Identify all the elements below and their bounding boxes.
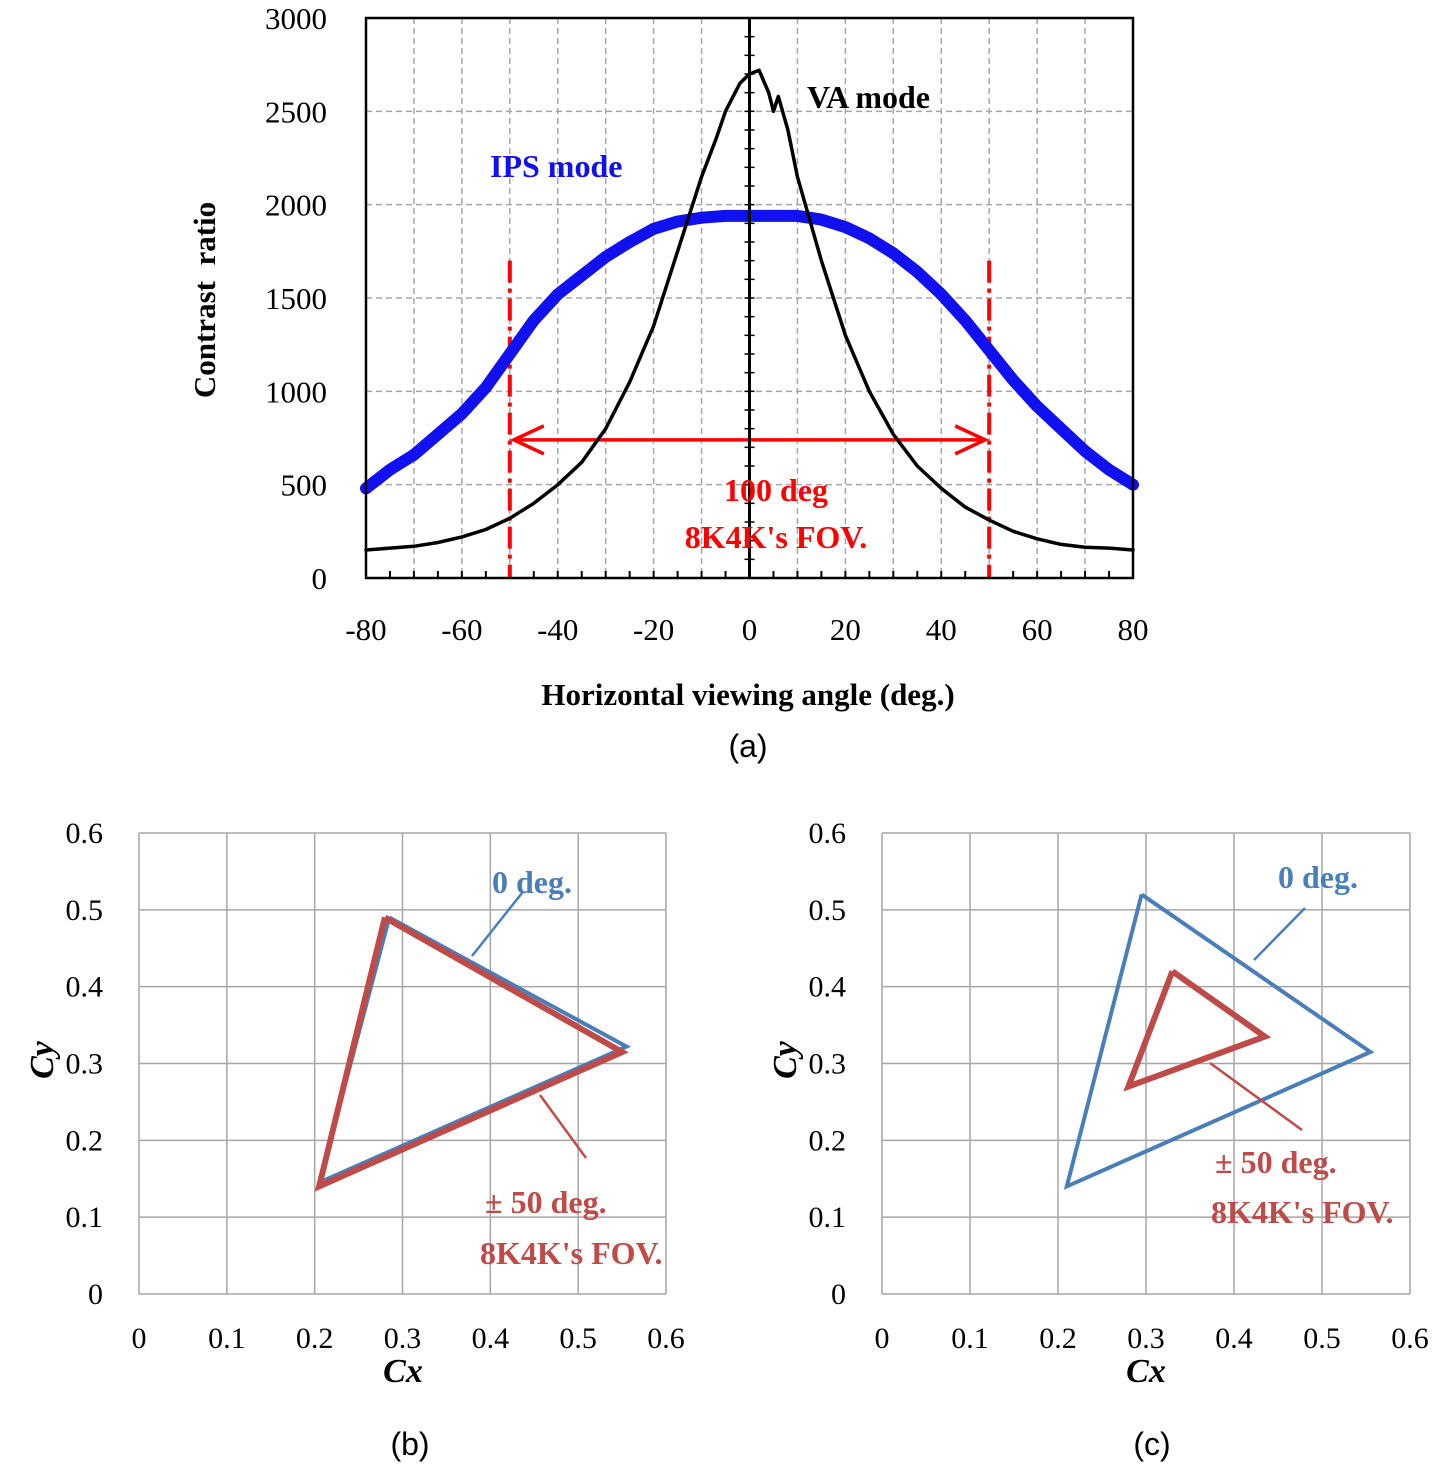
panel-c-leader-0deg [1253,907,1306,961]
c-tick-label-y: 0.5 [809,894,847,927]
panel-b-ylabel: Cy [24,1040,61,1079]
panel-a-ylabel: Contrast ratio [187,202,222,398]
b-tick-label-x: 0.3 [384,1322,422,1355]
panel-a-tick-labels: -80 -60 -40 -20 0 20 40 60 80 0 500 1000 1500 2000 250… [265,1,1149,647]
panel-c-xlabel: Cx [1126,1353,1166,1390]
va-mode-label: VA mode [807,79,930,115]
a-tick-label-y: 2000 [265,188,327,223]
a-tick-label-x: -40 [537,612,578,647]
a-tick-label-y: 500 [281,468,328,503]
panel-b-leader-50deg [538,1094,588,1159]
b-tick-label-y: 0.3 [66,1048,104,1081]
ips-mode-label: IPS mode [490,148,622,184]
a-tick-label-x: 60 [1022,612,1053,647]
c-tick-label-x: 0.2 [1039,1322,1077,1355]
panel-b-tick-labels: 0 0.1 0.2 0.3 0.4 0.5 0.6 0 0.1 0.2 0.3 0.4 0.5 0.6 [66,817,685,1355]
fov-name-label: 8K4K's FOV. [685,519,868,555]
b-tick-label-x: 0 [132,1322,147,1355]
c-tick-label-x: 0.5 [1303,1322,1341,1355]
panel-b-caption: (b) [390,1426,429,1462]
panel-c-series [1063,892,1375,1190]
panel-b-leader-0deg [471,892,523,957]
panel-c-label-0deg: 0 deg. [1278,859,1358,895]
c-tick-label-y: 0.1 [809,1201,847,1234]
a-tick-label-y: 0 [312,561,328,596]
panel-b-color-triangle-chart: 0 0.1 0.2 0.3 0.4 0.5 0.6 0 0.1 0.2 0.3 0.4 0.5 0.6 0… [24,817,685,1462]
b-tick-label-y: 0.5 [66,894,104,927]
panel-c-gridlines [881,832,1411,1295]
panel-c-ylabel: Cy [767,1040,804,1079]
c-tick-label-y: 0 [831,1278,846,1311]
b-tick-label-x: 0.2 [296,1322,334,1355]
a-tick-label-y: 3000 [265,1,327,36]
a-tick-label-x: 20 [830,612,861,647]
b-tick-label-y: 0.2 [66,1124,104,1157]
c-tick-label-x: 0.3 [1127,1322,1165,1355]
c-tick-label-y: 0.2 [809,1124,847,1157]
panel-b-gridlines [138,832,667,1295]
c-triangle-50deg [1123,968,1272,1092]
b-triangle-50deg [314,914,629,1192]
c-tick-label-y: 0.6 [809,817,847,850]
panel-c-label-50deg: ± 50 deg. [1215,1144,1337,1180]
c-triangle-0deg [1063,892,1375,1190]
b-tick-label-y: 0.4 [66,971,104,1004]
c-tick-label-y: 0.3 [809,1048,847,1081]
va-mode-line [364,68,1135,552]
c-tick-label-x: 0.4 [1215,1322,1253,1355]
c-tick-label-y: 0.4 [809,971,847,1004]
panel-b-label-fov: 8K4K's FOV. [480,1235,663,1271]
panel-b-label-0deg: 0 deg. [492,864,572,900]
b-tick-label-y: 0 [88,1278,103,1311]
panel-a-axes [364,16,1135,580]
panel-c-color-triangle-chart: 0 0.1 0.2 0.3 0.4 0.5 0.6 0 0.1 0.2 0.3 0.4 0.5 0.6 0… [767,817,1429,1462]
panel-b-series [314,914,632,1192]
panel-a-xlabel: Horizontal viewing angle (deg.) [541,677,954,712]
a-tick-label-x: 40 [926,612,957,647]
a-tick-label-x: -80 [345,612,386,647]
fov-angle-label: 100 deg [724,472,828,508]
panel-a-caption: (a) [728,728,767,764]
b-tick-label-y: 0.6 [66,817,104,850]
a-tick-label-x: 0 [742,612,758,647]
b-tick-label-x: 0.5 [559,1322,597,1355]
b-tick-label-x: 0.4 [472,1322,510,1355]
c-tick-label-x: 0 [875,1322,890,1355]
panel-c-tick-labels: 0 0.1 0.2 0.3 0.4 0.5 0.6 0 0.1 0.2 0.3 0.4 0.5 0.6 [809,817,1429,1355]
panel-a-contrast-chart: -80 -60 -40 -20 0 20 40 60 80 0 500 1000 1500 2000 250… [187,1,1149,764]
a-tick-label-y: 1500 [265,281,327,316]
c-tick-label-x: 0.1 [951,1322,989,1355]
a-tick-label-y: 1000 [265,374,327,409]
a-tick-label-x: 80 [1118,612,1149,647]
panel-c-label-fov: 8K4K's FOV. [1211,1194,1394,1230]
panel-c-caption: (c) [1133,1426,1170,1462]
panel-c-leader-50deg [1209,1061,1303,1132]
b-tick-label-x: 0.1 [208,1322,246,1355]
a-tick-label-y: 2500 [265,94,327,129]
a-tick-label-x: -60 [441,612,482,647]
panel-b-xlabel: Cx [383,1353,423,1390]
b-triangle-0deg [316,915,632,1187]
panel-b-label-50deg: ± 50 deg. [485,1184,607,1220]
b-tick-label-x: 0.6 [647,1322,685,1355]
fov-arrow-head-left [509,424,545,456]
c-tick-label-x: 0.6 [1391,1322,1429,1355]
b-tick-label-y: 0.1 [66,1201,104,1234]
a-tick-label-x: -20 [633,612,674,647]
fov-arrow-head-right [954,424,990,456]
